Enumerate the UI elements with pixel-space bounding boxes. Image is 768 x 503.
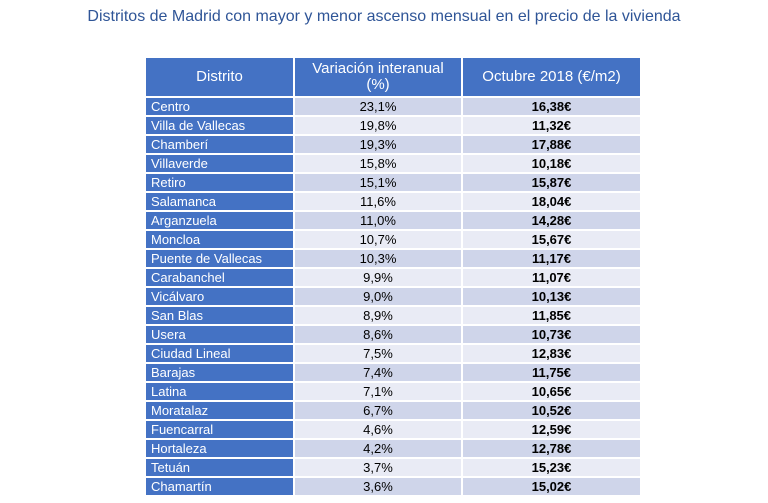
variation-cell: 7,1% — [293, 381, 463, 402]
variation-cell: 11,6% — [293, 191, 463, 212]
price-cell: 11,17€ — [461, 248, 642, 269]
variation-cell: 7,4% — [293, 362, 463, 383]
price-cell: 11,07€ — [461, 267, 642, 288]
district-name-cell: Chamberí — [144, 134, 295, 155]
district-name-cell: Moncloa — [144, 229, 295, 250]
table-row: Moratalaz 6,7% 10,52€ — [144, 400, 642, 421]
price-cell: 10,73€ — [461, 324, 642, 345]
price-cell: 12,78€ — [461, 438, 642, 459]
variation-cell: 15,8% — [293, 153, 463, 174]
variation-cell: 9,9% — [293, 267, 463, 288]
table-row: Retiro 15,1% 15,87€ — [144, 172, 642, 193]
table-row: Ciudad Lineal 7,5% 12,83€ — [144, 343, 642, 364]
table-row: Chamberí 19,3% 17,88€ — [144, 134, 642, 155]
variation-cell: 9,0% — [293, 286, 463, 307]
district-name-cell: Ciudad Lineal — [144, 343, 295, 364]
variation-cell: 10,3% — [293, 248, 463, 269]
price-cell: 15,23€ — [461, 457, 642, 478]
district-name-cell: Tetuán — [144, 457, 295, 478]
table-row: Carabanchel 9,9% 11,07€ — [144, 267, 642, 288]
table-row: Arganzuela 11,0% 14,28€ — [144, 210, 642, 231]
district-name-cell: Moratalaz — [144, 400, 295, 421]
variation-cell: 6,7% — [293, 400, 463, 421]
district-name-cell: Chamartín — [144, 476, 295, 497]
variation-cell: 8,9% — [293, 305, 463, 326]
table-row: Usera 8,6% 10,73€ — [144, 324, 642, 345]
variation-cell: 3,6% — [293, 476, 463, 497]
variation-cell: 3,7% — [293, 457, 463, 478]
price-cell: 10,18€ — [461, 153, 642, 174]
price-cell: 10,65€ — [461, 381, 642, 402]
header-variacion: Variación interanual (%) — [293, 56, 463, 98]
price-cell: 15,67€ — [461, 229, 642, 250]
table-row: Hortaleza 4,2% 12,78€ — [144, 438, 642, 459]
variation-cell: 19,3% — [293, 134, 463, 155]
variation-cell: 4,2% — [293, 438, 463, 459]
table-row: Chamartín 3,6% 15,02€ — [144, 476, 642, 497]
price-cell: 16,38€ — [461, 96, 642, 117]
chart-title: Distritos de Madrid con mayor y menor as… — [87, 8, 681, 25]
district-name-cell: San Blas — [144, 305, 295, 326]
table-row: Fuencarral 4,6% 12,59€ — [144, 419, 642, 440]
price-cell: 11,85€ — [461, 305, 642, 326]
table-row: San Blas 8,9% 11,85€ — [144, 305, 642, 326]
price-cell: 12,83€ — [461, 343, 642, 364]
table-body: Centro 23,1% 16,38€ Villa de Vallecas 19,8% 1… — [144, 96, 642, 497]
district-name-cell: Centro — [144, 96, 295, 117]
variation-cell: 7,5% — [293, 343, 463, 364]
district-name-cell: Retiro — [144, 172, 295, 193]
district-name-cell: Usera — [144, 324, 295, 345]
price-cell: 11,32€ — [461, 115, 642, 136]
header-precio: Octubre 2018 (€/m2) — [461, 56, 642, 98]
price-cell: 11,75€ — [461, 362, 642, 383]
price-cell: 15,02€ — [461, 476, 642, 497]
variation-cell: 23,1% — [293, 96, 463, 117]
district-name-cell: Arganzuela — [144, 210, 295, 231]
price-cell: 10,52€ — [461, 400, 642, 421]
table-row: Tetuán 3,7% 15,23€ — [144, 457, 642, 478]
variation-cell: 11,0% — [293, 210, 463, 231]
header-distrito: Distrito — [144, 56, 295, 98]
district-name-cell: Puente de Vallecas — [144, 248, 295, 269]
district-price-table: Distrito Variación interanual (%) Octubr… — [144, 56, 642, 497]
price-cell: 10,13€ — [461, 286, 642, 307]
price-cell: 14,28€ — [461, 210, 642, 231]
district-name-cell: Salamanca — [144, 191, 295, 212]
district-name-cell: Villa de Vallecas — [144, 115, 295, 136]
table-row: Centro 23,1% 16,38€ — [144, 96, 642, 117]
district-name-cell: Latina — [144, 381, 295, 402]
table-header-row: Distrito Variación interanual (%) Octubr… — [144, 56, 642, 98]
district-name-cell: Barajas — [144, 362, 295, 383]
district-name-cell: Villaverde — [144, 153, 295, 174]
variation-cell: 8,6% — [293, 324, 463, 345]
price-cell: 18,04€ — [461, 191, 642, 212]
price-cell: 17,88€ — [461, 134, 642, 155]
variation-cell: 19,8% — [293, 115, 463, 136]
variation-cell: 10,7% — [293, 229, 463, 250]
table-row: Villa de Vallecas 19,8% 11,32€ — [144, 115, 642, 136]
district-name-cell: Vicálvaro — [144, 286, 295, 307]
table-row: Moncloa 10,7% 15,67€ — [144, 229, 642, 250]
table-row: Puente de Vallecas 10,3% 11,17€ — [144, 248, 642, 269]
district-name-cell: Carabanchel — [144, 267, 295, 288]
table-row: Salamanca 11,6% 18,04€ — [144, 191, 642, 212]
variation-cell: 4,6% — [293, 419, 463, 440]
district-name-cell: Hortaleza — [144, 438, 295, 459]
table-row: Latina 7,1% 10,65€ — [144, 381, 642, 402]
district-name-cell: Fuencarral — [144, 419, 295, 440]
price-cell: 12,59€ — [461, 419, 642, 440]
table-row: Vicálvaro 9,0% 10,13€ — [144, 286, 642, 307]
variation-cell: 15,1% — [293, 172, 463, 193]
price-cell: 15,87€ — [461, 172, 642, 193]
table-row: Villaverde 15,8% 10,18€ — [144, 153, 642, 174]
table-row: Barajas 7,4% 11,75€ — [144, 362, 642, 383]
